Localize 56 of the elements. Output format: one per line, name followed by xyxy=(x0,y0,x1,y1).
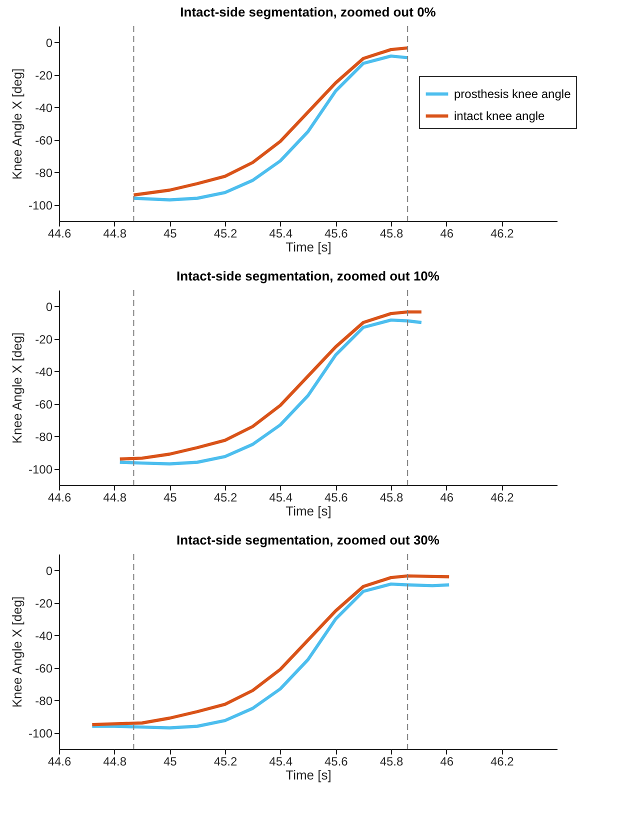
y-tick-label: 0 xyxy=(46,36,53,50)
y-tick-label: -80 xyxy=(35,694,53,708)
x-tick-label: 44.6 xyxy=(48,754,72,768)
y-tick-label: 0 xyxy=(46,564,53,578)
x-tick-label: 45.2 xyxy=(214,490,238,504)
chart-title: Intact-side segmentation, zoomed out 30% xyxy=(176,532,440,548)
x-axis-title: Time [s] xyxy=(286,768,332,782)
x-tick-label: 45.6 xyxy=(324,226,348,240)
chart-title: Intact-side segmentation, zoomed out 10% xyxy=(176,268,440,284)
x-tick-label: 45.2 xyxy=(214,754,238,768)
x-tick-label: 45.2 xyxy=(214,226,238,240)
x-tick-label: 45.4 xyxy=(269,226,293,240)
y-axis-title: Knee Angle X [deg] xyxy=(9,68,24,180)
x-tick-label: 45.8 xyxy=(380,754,404,768)
x-tick-label: 46 xyxy=(440,754,454,768)
y-axis-title: Knee Angle X [deg] xyxy=(9,332,24,444)
x-tick-label: 45.4 xyxy=(269,490,293,504)
x-tick-label: 45.6 xyxy=(324,754,348,768)
y-tick-label: -40 xyxy=(35,364,53,379)
x-tick-label: 45.4 xyxy=(269,754,293,768)
x-tick-label: 46.2 xyxy=(490,490,514,504)
y-axis-title: Knee Angle X [deg] xyxy=(9,596,24,708)
x-tick-label: 46 xyxy=(440,226,454,240)
y-tick-label: -60 xyxy=(35,661,53,676)
y-tick-label: -40 xyxy=(35,100,53,115)
y-tick-label: -100 xyxy=(28,726,53,740)
y-tick-label: -80 xyxy=(35,166,53,180)
y-tick-label: 0 xyxy=(46,300,53,314)
x-tick-label: 45.6 xyxy=(324,490,348,504)
x-axis-title: Time [s] xyxy=(286,240,332,254)
x-tick-label: 45 xyxy=(163,226,178,240)
x-tick-label: 44.8 xyxy=(103,490,127,504)
x-tick-label: 45 xyxy=(163,490,178,504)
x-tick-label: 46.2 xyxy=(490,226,514,240)
y-tick-label: -40 xyxy=(35,628,53,643)
x-tick-label: 45.8 xyxy=(380,226,404,240)
y-tick-label: -80 xyxy=(35,430,53,444)
x-tick-label: 46.2 xyxy=(490,754,514,768)
x-tick-label: 45.8 xyxy=(380,490,404,504)
y-tick-label: -20 xyxy=(35,68,53,82)
x-tick-label: 45 xyxy=(163,754,178,768)
chart-title: Intact-side segmentation, zoomed out 0% xyxy=(180,4,436,20)
legend-label: intact knee angle xyxy=(454,109,546,123)
y-tick-label: -60 xyxy=(35,133,53,148)
y-tick-label: -20 xyxy=(35,596,53,610)
x-axis-title: Time [s] xyxy=(286,504,332,518)
legend-label: prosthesis knee angle xyxy=(454,87,572,101)
y-tick-label: -20 xyxy=(35,332,53,346)
y-tick-label: -100 xyxy=(28,462,53,476)
x-tick-label: 44.6 xyxy=(48,226,72,240)
y-tick-label: -60 xyxy=(35,397,53,412)
x-tick-label: 44.8 xyxy=(103,226,127,240)
y-tick-label: -100 xyxy=(28,198,53,212)
x-tick-label: 44.6 xyxy=(48,490,72,504)
x-tick-label: 46 xyxy=(440,490,454,504)
x-tick-label: 44.8 xyxy=(103,754,127,768)
